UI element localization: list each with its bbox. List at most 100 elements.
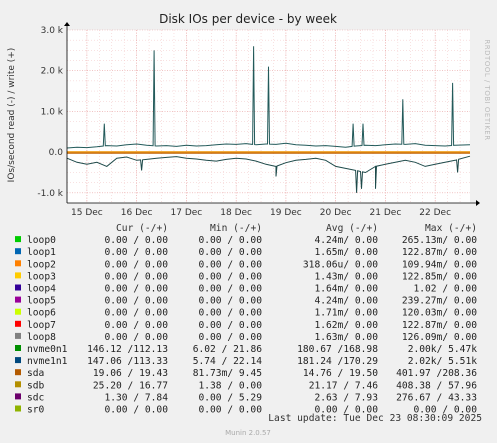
x-tick-label: 22 Dec (419, 208, 451, 218)
y-tick-label: 1.0 k (41, 107, 64, 117)
legend-swatch (15, 248, 21, 255)
legend-value: 4.24m/ 0.00 (314, 296, 378, 307)
legend-value: 181.24 /170.29 (297, 356, 378, 367)
legend-header: Min (-/+) (210, 223, 262, 234)
legend-value: 14.76 / 19.50 (303, 368, 378, 379)
legend-value: 0.00 / 0.00 (104, 332, 168, 343)
legend-value: 0.00 / 0.00 (198, 308, 262, 319)
legend-value: 0.00 / 0.00 (104, 271, 168, 282)
legend-value: 5.74 / 22.14 (193, 356, 263, 367)
legend-swatch (15, 393, 21, 400)
legend-value: 0.00 / 0.00 (198, 405, 262, 416)
legend-value: 146.12 /112.13 (87, 344, 168, 355)
x-axis-arrow (476, 200, 480, 206)
legend-name: sdc (27, 392, 44, 403)
legend-value: 0.00 / 0.00 (198, 271, 262, 282)
x-tick-label: 16 Dec (121, 208, 153, 218)
legend-value: 265.13m/ 0.00 (402, 235, 477, 246)
y-tick-label: -1.0 k (37, 189, 63, 199)
legend-swatch (15, 260, 21, 267)
legend-value: 1.62m/ 0.00 (314, 320, 378, 331)
rrdtool-credit: RRDTOOL / TOBI OETIKER (483, 39, 491, 140)
y-axis-label: IOs/second read (-) / write (+) (7, 48, 17, 183)
y-axis-arrow (64, 22, 70, 26)
y-tick-label: 3.0 k (41, 26, 64, 36)
legend-value: 109.94m/ 0.00 (402, 259, 477, 270)
legend-name: nvme1n1 (27, 356, 68, 367)
legend-name: loop0 (27, 235, 56, 246)
data-series (66, 46, 471, 193)
legend-value: 0.00 / 0.00 (104, 247, 168, 258)
legend-value: 0.00 / 0.00 (198, 247, 262, 258)
legend-value: 1.65m/ 0.00 (314, 247, 378, 258)
legend-value: 0.00 / 0.00 (104, 235, 168, 246)
legend-name: loop4 (27, 284, 56, 295)
legend-value: 2.63 / 7.93 (314, 392, 378, 403)
chart-title: Disk IOs per device - by week (159, 12, 337, 26)
legend-value: 122.87m/ 0.00 (402, 247, 477, 258)
x-tick-label: 18 Dec (220, 208, 252, 218)
x-tick-label: 19 Dec (270, 208, 302, 218)
legend-name: loop3 (27, 271, 56, 282)
legend-value: 0.00 / 0.00 (198, 332, 262, 343)
legend-swatch (15, 320, 21, 327)
legend-value: 0.00 / 0.00 (198, 284, 262, 295)
legend-value: 276.67 / 43.33 (396, 392, 477, 403)
legend-header: Cur (-/+) (116, 223, 168, 234)
legend-swatch (15, 357, 21, 364)
legend-swatch (15, 308, 21, 315)
legend-swatch (15, 272, 21, 279)
legend-name: loop1 (27, 247, 56, 258)
legend-swatch (15, 296, 21, 303)
y-tick-labels: 3.0 k 2.0 k 1.0 k 0.0 -1.0 k (37, 26, 63, 199)
y-tick-label: 0.0 (49, 148, 64, 158)
legend-value: 0.00 / 0.00 (104, 308, 168, 319)
legend-value: 0.00 / 0.00 (104, 284, 168, 295)
x-tick-label: 20 Dec (320, 208, 352, 218)
munin-version: Munin 2.0.57 (225, 429, 271, 437)
legend-value: 0.00 / 0.00 (104, 320, 168, 331)
x-tick-label: 15 Dec (71, 208, 103, 218)
legend-value: 19.06 / 19.43 (93, 368, 168, 379)
legend-value: 25.20 / 16.77 (93, 380, 168, 391)
legend-name: loop2 (27, 259, 56, 270)
legend-value: 0.00 / 0.00 (104, 259, 168, 270)
legend-value: 21.17 / 7.46 (309, 380, 379, 391)
legend-swatch (15, 369, 21, 376)
legend-value: 0.00 / 0.00 (198, 320, 262, 331)
legend-value: 408.38 / 57.96 (396, 380, 477, 391)
legend-value: 0.00 / 0.00 (198, 259, 262, 270)
x-tick-label: 21 Dec (370, 208, 402, 218)
legend-value: 126.09m/ 0.00 (402, 332, 477, 343)
legend-swatch (15, 345, 21, 351)
legend-swatch (15, 332, 21, 339)
y-tick-label: 2.0 k (41, 67, 64, 77)
legend-value: 0.00 / 0.00 (198, 296, 262, 307)
legend-name: loop8 (27, 332, 56, 343)
legend-value: 318.06u/ 0.00 (303, 259, 378, 270)
legend-value: 122.87m/ 0.00 (402, 320, 477, 331)
legend-name: nvme0n1 (27, 344, 68, 355)
legend-value: 0.00 / 5.29 (198, 392, 262, 403)
nvme-read-line (66, 155, 471, 193)
legend-swatch (15, 381, 21, 388)
legend-header: Max (-/+) (425, 223, 477, 234)
legend-value: 1.02 / 0.00 (413, 284, 477, 295)
legend-value: 0.00 / 0.00 (104, 296, 168, 307)
legend-value: 6.02 / 21.86 (193, 344, 263, 355)
legend-name: loop5 (27, 296, 56, 307)
legend-name: loop7 (27, 320, 56, 331)
legend-value: 1.71m/ 0.00 (314, 308, 378, 319)
legend-value: 0.00 / 0.00 (314, 405, 378, 416)
legend-header: Avg (-/+) (326, 223, 378, 234)
legend-value: 0.00 / 0.00 (104, 405, 168, 416)
legend-value: 401.97 /208.36 (396, 368, 477, 379)
legend-value: 2.02k/ 5.51k (408, 356, 478, 367)
nvme-write-line (66, 46, 471, 149)
legend-name: sdb (27, 380, 45, 391)
legend-value: 2.00k/ 5.47k (408, 344, 478, 355)
legend-name: loop6 (27, 308, 56, 319)
legend-value: 180.67 /168.98 (297, 344, 378, 355)
legend-swatch (15, 236, 21, 243)
